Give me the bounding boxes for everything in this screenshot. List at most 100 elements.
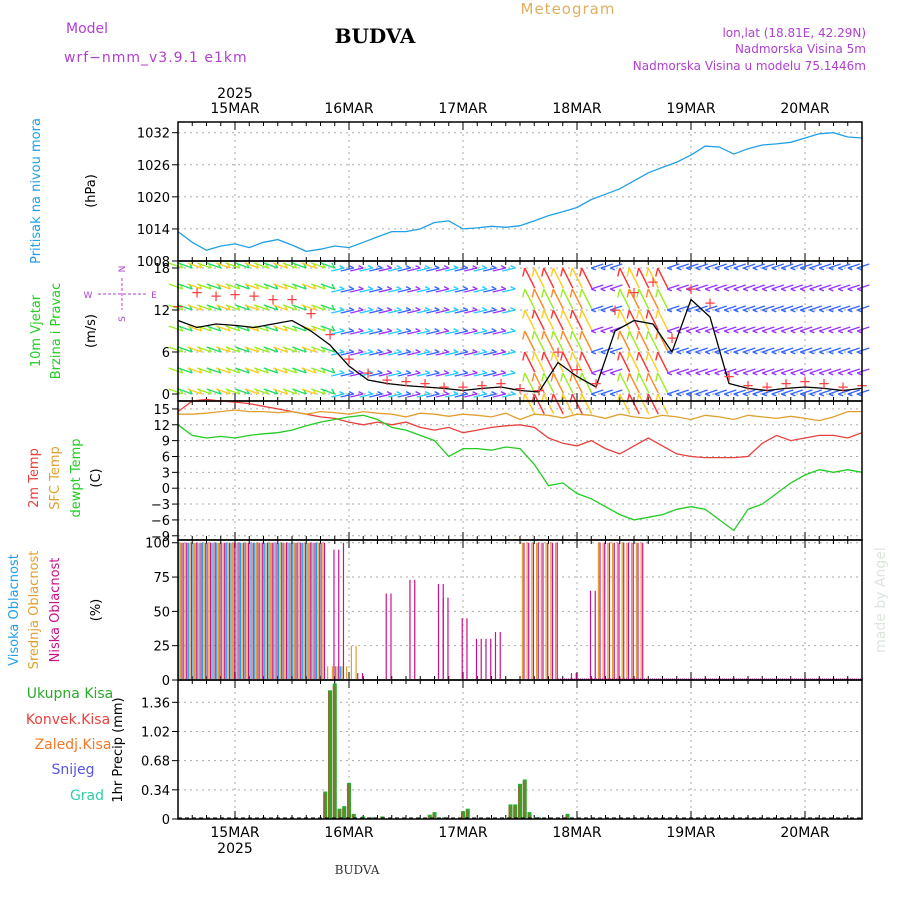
wind-barb [340, 393, 354, 398]
wind-barb-head [626, 267, 630, 277]
wind-barb [206, 367, 221, 374]
gust-marker: + [400, 372, 413, 390]
wind-barb-head [491, 265, 497, 269]
wind-barb [600, 347, 613, 353]
wind-barb [667, 389, 680, 395]
wind-barb-head [600, 267, 606, 271]
wind-barb [340, 330, 354, 335]
precip-panel: 0 0.34 0.68 1.02 1.36 [141, 680, 863, 828]
wind-barb [676, 389, 689, 395]
wind-barb [282, 388, 297, 395]
wind-barb [378, 330, 392, 335]
wind-barb [216, 388, 231, 395]
wind-barb [282, 367, 297, 374]
wind-barb-head [771, 393, 777, 397]
wind-barb [282, 304, 297, 311]
precip-conv-bar [565, 815, 568, 819]
wind-barb [828, 326, 841, 332]
wind-barb-head [617, 351, 621, 361]
wind-barb [695, 347, 708, 353]
wind-barb-head [704, 393, 711, 397]
wind-barb [695, 284, 708, 290]
wind-barb-head [396, 370, 402, 374]
wind-barb [168, 346, 183, 353]
wind-barb-head [809, 372, 815, 376]
wind-barb [591, 389, 604, 395]
wind-barb [571, 288, 583, 310]
wind-barb-head [500, 265, 507, 269]
wind-barb [301, 262, 316, 269]
wind-barb [752, 347, 765, 353]
wind-barb-head [541, 267, 545, 277]
wind-barb [857, 326, 870, 332]
wind-barb-head [510, 265, 516, 269]
wind-barb [388, 267, 402, 272]
wind-barb-head [560, 288, 564, 298]
wind-barb-head [377, 370, 383, 374]
wind-barb [619, 351, 631, 373]
wind-barb-head [771, 372, 777, 376]
wind-barb [206, 388, 221, 395]
cloud-ytick-label: 25 [153, 640, 170, 655]
wind-barb-head [733, 267, 739, 271]
wind-barb-head [424, 286, 431, 290]
wind-barb [638, 267, 650, 289]
gust-marker: + [438, 378, 451, 396]
wind-barb-head [733, 393, 739, 397]
wind-barb-head [386, 349, 393, 353]
wind-barb [752, 284, 765, 290]
wind-barb-head [472, 370, 478, 374]
wind-barb-head [541, 309, 545, 319]
wind-barb-head [780, 330, 787, 334]
wind-barb [320, 283, 335, 290]
wind-barb [714, 326, 727, 332]
credit-label: made by Angel [873, 547, 889, 653]
wind-barb [397, 351, 411, 356]
gust-marker: + [457, 378, 470, 396]
wind-barb-head [655, 309, 659, 319]
wind-barb-head [704, 288, 711, 292]
wind-barb-head [600, 393, 606, 397]
wind-barb-head [462, 265, 469, 269]
wind-barb-head [434, 307, 440, 311]
wind-barb-head [847, 309, 853, 313]
wind-barb [235, 325, 250, 332]
wind-barb-head [472, 391, 478, 395]
wind-barb-head [780, 288, 787, 292]
wind-barb-head [434, 328, 440, 332]
wind-barb [695, 368, 708, 374]
cloud-series-1 [179, 542, 642, 679]
product-title: Meteogram [521, 0, 616, 18]
wind-barb-head [590, 309, 597, 313]
wind-barb [340, 372, 354, 377]
cloud-ytick-label: 0 [162, 674, 170, 689]
wind-barb-head [752, 267, 758, 271]
wind-barb [543, 351, 555, 373]
wind-barb [254, 283, 269, 290]
wind-barb [369, 372, 383, 377]
wind-barb [435, 309, 449, 314]
wind-barb-head [704, 267, 711, 271]
wind-barb [838, 284, 851, 290]
wind-barb-head [579, 267, 583, 277]
bottom-year-label: 2025 [217, 841, 253, 857]
wind-barb [435, 351, 449, 356]
pressure-panel: 1008 1014 1020 1026 1032 [137, 122, 863, 270]
wind-barb [724, 263, 737, 269]
wind-barb [790, 284, 803, 290]
wind-barb-head [695, 330, 701, 334]
temperature-frame [177, 400, 863, 541]
wind-barb-head [742, 372, 749, 376]
cloud-ylabel-mid: Srednja Oblacnost [27, 551, 42, 670]
wind-ytick-label: 12 [153, 304, 170, 319]
wind-barb-head [491, 370, 497, 374]
wind-barb [733, 368, 746, 374]
wind-barb-head [331, 388, 336, 395]
wind-barb [244, 367, 259, 374]
wind-barb [445, 393, 459, 398]
wind-barb [464, 309, 478, 314]
wind-barb-head [666, 372, 673, 376]
wind-barb [628, 288, 640, 310]
precip-conv-bar [351, 814, 354, 819]
wind-barb-head [723, 393, 730, 397]
